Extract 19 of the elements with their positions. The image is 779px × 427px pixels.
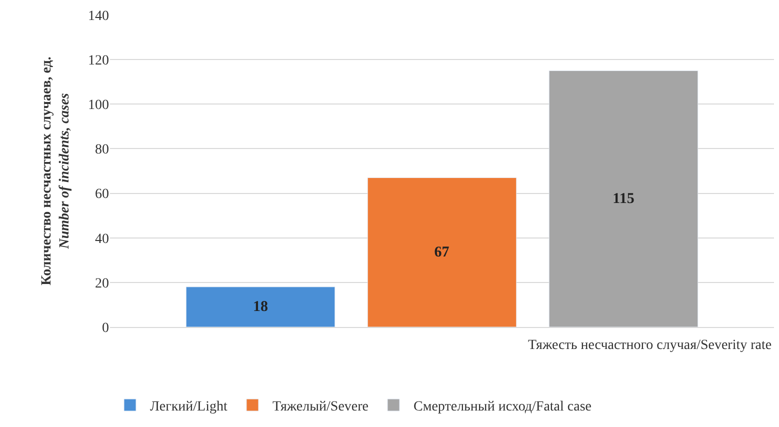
y-tick-label: 80: [95, 142, 109, 158]
data-label: 67: [434, 244, 450, 260]
y-tick-label: 120: [88, 53, 109, 68]
y-tick-label: 20: [95, 276, 109, 292]
y-tick-label: 140: [88, 8, 109, 24]
y-tick-label: 100: [88, 98, 109, 114]
data-label: 115: [612, 190, 634, 207]
bar: [186, 286, 336, 327]
bar: [367, 177, 517, 327]
legend-label: Легкий/Light: [150, 399, 228, 414]
legend-label: Тяжелый/Severe: [272, 399, 369, 414]
bar: [548, 70, 698, 327]
data-label: 18: [253, 298, 268, 315]
x-axis-title: Тяжесть несчастного случая/Severity rate: [528, 338, 772, 353]
y-tick-label: 60: [95, 187, 109, 202]
y-tick-label: 0: [102, 320, 109, 336]
y-tick-label: 40: [95, 232, 109, 247]
legend-label: Смертельный исход/Fatal case: [414, 399, 592, 414]
y-axis-title: Количество несчастных случаев, ед. Number of incidents, cases: [39, 56, 73, 286]
